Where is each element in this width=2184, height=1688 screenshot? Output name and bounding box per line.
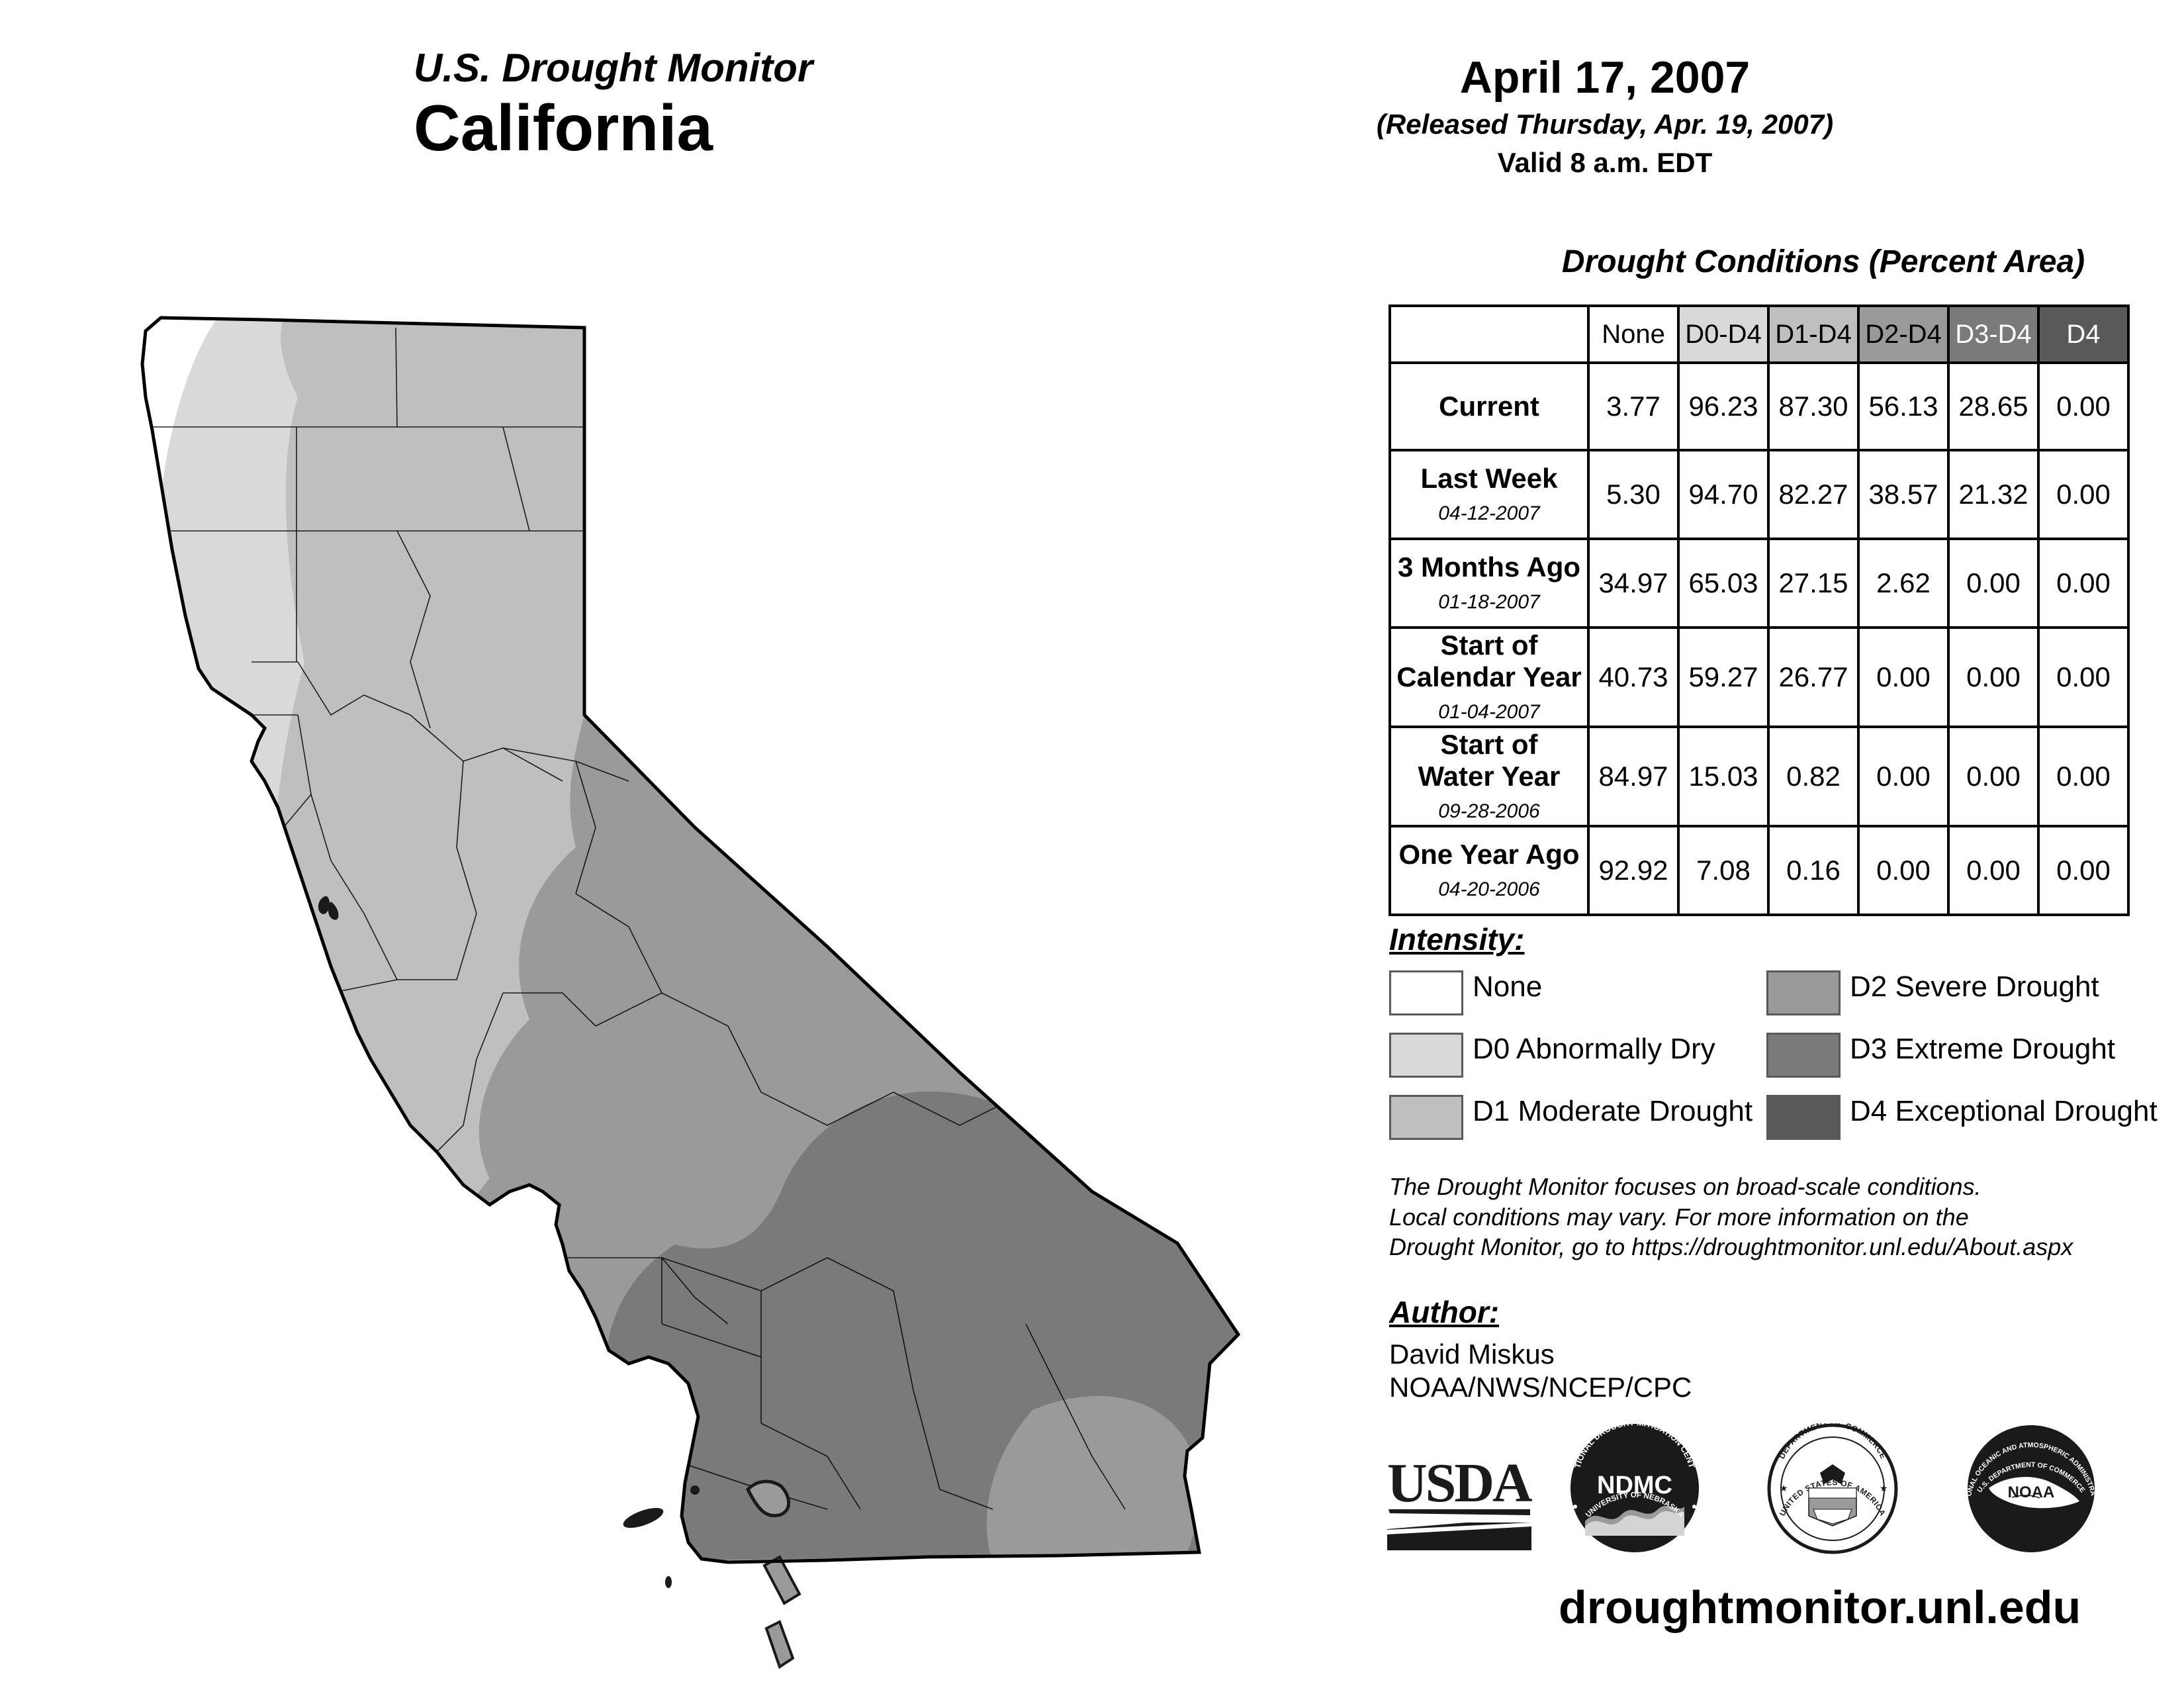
svg-text:★: ★ xyxy=(1880,1483,1888,1493)
svg-text:USDA: USDA xyxy=(1387,1452,1533,1514)
svg-text:NOAA: NOAA xyxy=(2008,1483,2055,1501)
svg-text:★: ★ xyxy=(1780,1483,1788,1493)
